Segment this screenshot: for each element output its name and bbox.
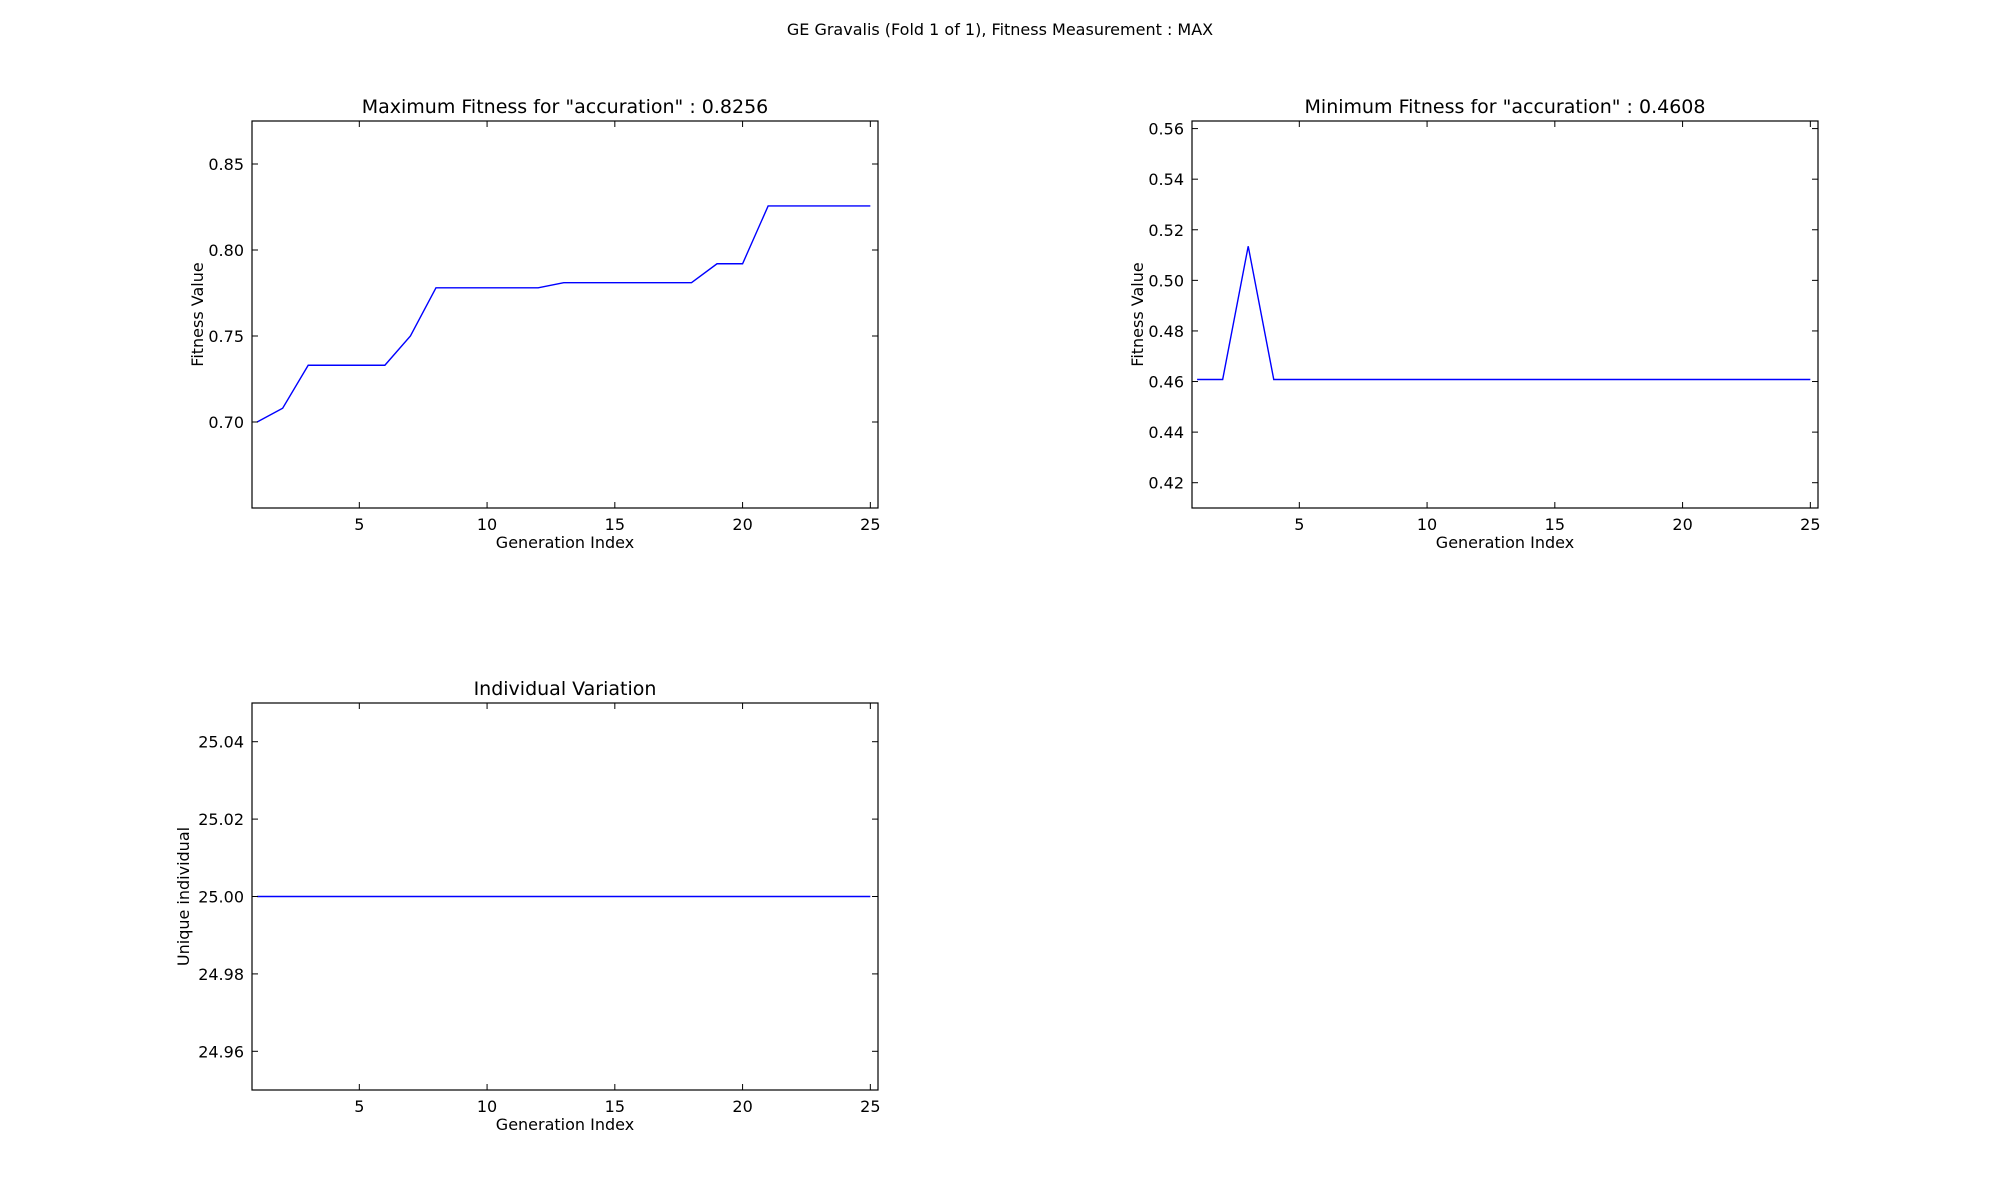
chart-title: Maximum Fitness for "accuration" : 0.825… [362, 96, 769, 118]
panel-1: Maximum Fitness for "accuration" : 0.825… [188, 96, 881, 552]
x-tick-label: 15 [605, 1097, 625, 1116]
x-tick-label: 10 [477, 1097, 497, 1116]
y-tick-label: 0.80 [208, 241, 244, 260]
y-axis-label: Unique individual [174, 827, 193, 966]
x-axis-label: Generation Index [496, 1115, 634, 1134]
x-tick-label: 10 [1417, 515, 1437, 534]
y-tick-label: 0.44 [1148, 423, 1184, 442]
y-tick-label: 0.46 [1148, 373, 1184, 392]
x-tick-label: 25 [1800, 515, 1820, 534]
y-tick-label: 24.98 [198, 965, 244, 984]
axes-frame [1191, 120, 1819, 509]
y-tick-label: 25.04 [198, 733, 244, 752]
x-tick-label: 15 [605, 515, 625, 534]
x-tick-label: 15 [1545, 515, 1565, 534]
x-tick-label: 20 [1672, 515, 1692, 534]
panel-3: Individual Variation 5 10 15 20 25 24.96 24.98 2… [174, 678, 881, 1134]
y-tick-label: 0.85 [208, 155, 244, 174]
y-axis-label: Fitness Value [1128, 262, 1147, 366]
y-tick-label: 25.02 [198, 810, 244, 829]
chart-title: Individual Variation [474, 678, 657, 700]
panel-2: Minimum Fitness for "accuration" : 0.460… [1128, 96, 1821, 552]
axes-frame [251, 120, 879, 509]
y-tick-label: 0.75 [208, 327, 244, 346]
series-line-1 [1197, 246, 1811, 381]
x-tick-label: 25 [860, 515, 880, 534]
chart-title: Minimum Fitness for "accuration" : 0.460… [1305, 96, 1706, 118]
x-tick-label: 10 [477, 515, 497, 534]
axes-frame [251, 702, 879, 1091]
x-axis-label: Generation Index [1436, 533, 1574, 552]
y-tick-label: 0.70 [208, 413, 244, 432]
y-tick-label: 0.50 [1148, 271, 1184, 290]
series-line-1 [256, 205, 871, 423]
y-tick-label: 0.54 [1148, 170, 1184, 189]
x-tick-label: 5 [354, 1097, 364, 1116]
x-tick-label: 5 [1294, 515, 1304, 534]
x-axis-label: Generation Index [496, 533, 634, 552]
y-axis-label: Fitness Value [188, 262, 207, 366]
x-tick-label: 20 [732, 1097, 752, 1116]
x-tick-label: 25 [860, 1097, 880, 1116]
y-tick-label: 0.56 [1148, 120, 1184, 139]
y-tick-label: 0.52 [1148, 221, 1184, 240]
x-tick-label: 5 [354, 515, 364, 534]
y-tick-label: 25.00 [198, 888, 244, 907]
y-tick-label: 24.96 [198, 1042, 244, 1061]
figure-title: GE Gravalis (Fold 1 of 1), Fitness Measu… [786, 20, 1214, 39]
y-tick-label: 0.42 [1148, 474, 1184, 493]
y-tick-label: 0.48 [1148, 322, 1184, 341]
x-tick-label: 20 [732, 515, 752, 534]
